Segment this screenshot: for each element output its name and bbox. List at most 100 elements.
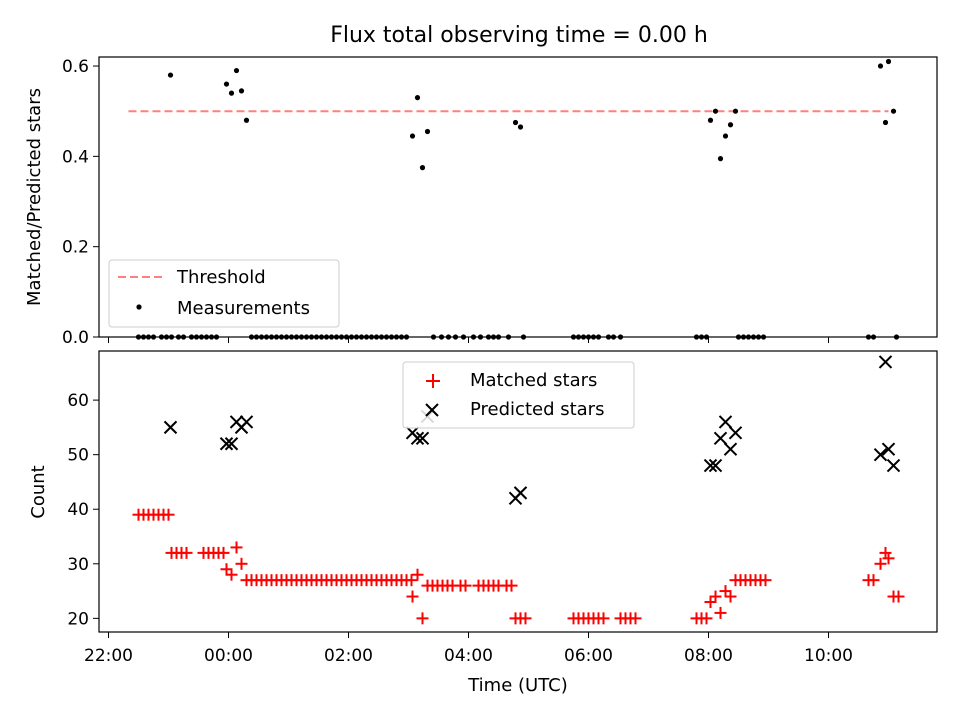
bottom-y-axis-label: Count xyxy=(28,465,49,518)
top-y-tick-label: 0.4 xyxy=(62,147,89,167)
predicted-star-point xyxy=(163,420,178,435)
bottom-y-tick-label: 30 xyxy=(67,555,89,575)
matched-star-point xyxy=(411,568,424,581)
measurement-point xyxy=(233,67,240,74)
bottom-x-ticks: 22:00 00:00 02:00 04:00 06:00 08:00 10:00 xyxy=(84,632,853,666)
matched-star-point xyxy=(235,557,248,570)
measurement-point xyxy=(885,58,892,65)
measurement-point xyxy=(890,108,897,114)
predicted-star-point xyxy=(239,415,254,429)
top-legend-box xyxy=(108,259,340,328)
matched-star-point xyxy=(700,612,713,625)
bottom-y-ticks: 20 30 40 50 60 xyxy=(67,391,99,629)
predicted-star-point xyxy=(513,486,528,500)
matched-star-point xyxy=(406,590,419,603)
matched-star-point xyxy=(505,579,518,592)
predicted-star-point xyxy=(708,458,723,473)
measurement-point xyxy=(223,81,230,87)
x-tick-label: 06:00 xyxy=(564,646,613,666)
bottom-plot-area xyxy=(132,355,905,625)
predicted-star-point xyxy=(703,458,718,473)
top-panel: 0.0 0.2 0.4 0.6 Matched/Predicted stars Thr… xyxy=(24,56,938,348)
measurement-point xyxy=(414,95,421,101)
predicted-star-point xyxy=(415,431,430,446)
matched-legend-swatch xyxy=(426,374,440,388)
matched-star-point xyxy=(759,574,772,587)
matched-star-point xyxy=(867,574,880,587)
matched-star-point xyxy=(879,546,892,559)
matched-star-point xyxy=(709,590,722,603)
top-axes-frame xyxy=(98,56,938,338)
x-tick-label: 00:00 xyxy=(204,646,253,666)
matched-star-point xyxy=(225,568,238,581)
x-tick-label: 10:00 xyxy=(804,646,853,666)
matched-star-point xyxy=(597,612,610,625)
x-tick-label: 22:00 xyxy=(84,646,133,666)
measurement-point xyxy=(877,63,884,69)
measurement-point xyxy=(717,156,724,162)
matched-star-point xyxy=(230,541,243,554)
bottom-y-tick-label: 20 xyxy=(67,609,89,629)
matched-star-point xyxy=(519,612,532,625)
bottom-y-tick-label: 60 xyxy=(67,391,89,411)
measurement-point xyxy=(727,122,734,128)
matched-star-point xyxy=(459,579,472,592)
bottom-legend: Matched stars Predicted stars xyxy=(402,361,635,429)
predicted-star-point xyxy=(224,437,239,451)
predicted-star-point xyxy=(713,431,728,446)
top-y-tick-label: 0.2 xyxy=(62,238,89,258)
bottom-y-tick-label: 40 xyxy=(67,500,89,520)
measurement-point xyxy=(732,108,739,114)
bottom-axes-frame xyxy=(98,350,938,633)
top-y-axis-label: Matched/Predicted stars xyxy=(24,88,45,306)
measurements-legend-swatch xyxy=(136,304,142,310)
top-y-tick-label: 0.0 xyxy=(62,328,89,348)
top-legend: Threshold Measurements xyxy=(108,259,340,328)
x-tick-label: 08:00 xyxy=(684,646,733,666)
top-x-ticks xyxy=(108,337,829,343)
matched-star-point xyxy=(180,546,193,559)
measurement-point xyxy=(409,133,416,139)
predicted-star-point xyxy=(723,442,738,456)
bottom-panel: 20 30 40 50 60 22:00 00:00 02:00 04:00 06:00 08:0… xyxy=(28,350,938,696)
threshold-legend-label: Threshold xyxy=(176,267,266,288)
matched-star-point xyxy=(724,590,737,603)
matched-star-point xyxy=(217,546,230,559)
measurement-point xyxy=(419,165,426,171)
predicted-legend-swatch xyxy=(425,403,439,417)
measurements-legend-label: Measurements xyxy=(177,298,310,319)
matched-star-point xyxy=(629,612,642,625)
matched-star-point xyxy=(405,574,418,587)
bottom-y-tick-label: 50 xyxy=(67,446,89,466)
predicted-star-point xyxy=(728,426,743,440)
predicted-star-point xyxy=(881,442,896,456)
bottom-legend-box xyxy=(402,361,635,429)
measurement-point xyxy=(424,128,431,135)
top-y-ticks: 0.0 0.2 0.4 0.6 xyxy=(62,57,99,348)
matched-star-point xyxy=(162,508,175,521)
predicted-star-point xyxy=(718,415,733,429)
measurement-point xyxy=(517,124,524,130)
predicted-star-point xyxy=(878,355,893,369)
predicted-star-point xyxy=(410,431,425,446)
matched-star-point xyxy=(714,606,727,619)
predicted-star-point xyxy=(886,458,901,473)
x-tick-label: 02:00 xyxy=(324,646,373,666)
measurement-point xyxy=(243,117,250,123)
measurement-point xyxy=(228,90,235,96)
x-tick-label: 04:00 xyxy=(444,646,493,666)
x-axis-label: Time (UTC) xyxy=(467,675,568,696)
measurement-point xyxy=(238,88,245,94)
top-y-tick-label: 0.6 xyxy=(62,57,89,77)
matched-star-point xyxy=(416,612,429,625)
predicted-star-point xyxy=(873,447,888,462)
predicted-star-point xyxy=(219,437,234,451)
matched-star-point xyxy=(892,590,905,603)
matched-star-point xyxy=(874,557,887,570)
chart-title: Flux total observing time = 0.00 h xyxy=(330,23,708,48)
measurement-point xyxy=(712,108,719,114)
measurement-point xyxy=(512,119,519,126)
matched-legend-label: Matched stars xyxy=(470,370,597,391)
measurement-point xyxy=(167,72,174,78)
